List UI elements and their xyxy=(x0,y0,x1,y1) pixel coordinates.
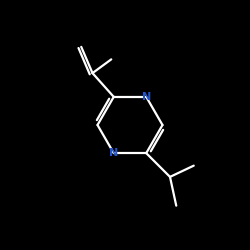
Text: N: N xyxy=(142,92,151,102)
Text: N: N xyxy=(109,148,118,158)
